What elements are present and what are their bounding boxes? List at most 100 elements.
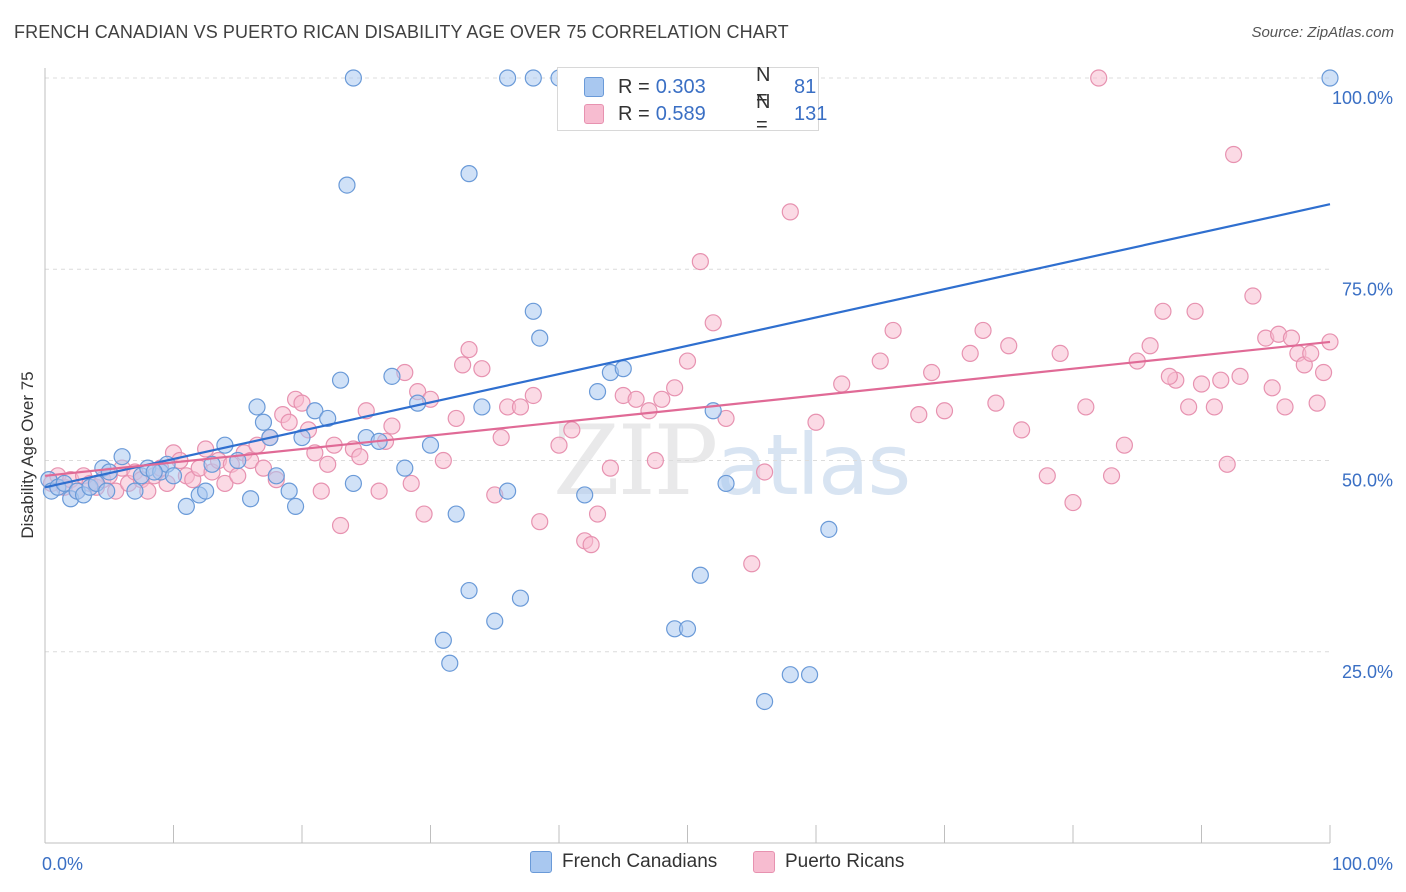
french-canadian-point xyxy=(531,329,549,347)
puerto-rican-point xyxy=(974,321,992,340)
french-canadian-point xyxy=(800,666,819,684)
puerto-rican-point xyxy=(653,390,671,408)
puerto-rican-point xyxy=(197,440,215,458)
n-label: N = xyxy=(756,91,771,136)
puerto-rican-point xyxy=(460,340,478,359)
puerto-rican-point xyxy=(666,379,684,397)
puerto-rican-point xyxy=(1314,363,1333,382)
source-credit: Source: ZipAtlas.com xyxy=(1251,24,1394,41)
r-label: R = xyxy=(618,102,650,125)
french-canadian-point xyxy=(216,436,234,454)
r-label: R = xyxy=(618,75,650,98)
puerto-rican-point xyxy=(910,406,928,424)
puerto-rican-point xyxy=(678,352,697,370)
puerto-rican-point xyxy=(319,455,337,473)
puerto-rican-point xyxy=(229,467,247,485)
puerto-rican-point xyxy=(1012,421,1031,439)
puerto-rican-point xyxy=(492,428,510,447)
french-canadian-point xyxy=(434,631,452,649)
puerto-rican-point xyxy=(454,356,472,374)
stats-legend-row-french-canadians: R = 0.303 N = 81 xyxy=(584,64,816,109)
puerto-rican-point xyxy=(1102,467,1121,485)
puerto-rican-point xyxy=(1302,344,1320,362)
french-canadian-point xyxy=(267,467,285,485)
puerto-rican-point xyxy=(1231,367,1249,385)
puerto-rican-point xyxy=(691,253,709,271)
puerto-rican-point xyxy=(640,402,658,420)
n-value: 131 xyxy=(794,102,828,125)
french-canadian-point xyxy=(177,497,195,515)
puerto-rican-point xyxy=(1051,344,1069,362)
french-canadian-point xyxy=(319,409,337,428)
puerto-rican-point xyxy=(755,463,774,481)
y-tick-label: 100.0% xyxy=(1332,88,1393,108)
puerto-rican-point xyxy=(550,436,568,454)
puerto-rican-point xyxy=(1160,367,1178,385)
french-canadian-point xyxy=(338,176,356,194)
french-canadian-point xyxy=(499,69,517,87)
puerto-rican-point xyxy=(884,321,902,340)
chart-title: FRENCH CANADIAN VS PUERTO RICAN DISABILI… xyxy=(14,22,789,42)
puerto-rican-point xyxy=(280,413,298,431)
french-canadian-point xyxy=(98,482,116,500)
french-canadian-point xyxy=(524,302,542,320)
french-canadian-point xyxy=(576,486,594,504)
puerto-rican-point xyxy=(1090,69,1108,87)
r-value: 0.303 xyxy=(655,75,706,98)
french-canadian-point xyxy=(197,482,215,500)
puerto-rican-point xyxy=(331,516,350,535)
french-canadian-point xyxy=(203,455,221,473)
legend-item-puerto-ricans: Puerto Ricans xyxy=(753,851,904,873)
r-value: 0.589 xyxy=(655,102,706,125)
puerto-rican-point xyxy=(588,505,607,523)
french-canadian-point xyxy=(588,383,607,401)
legend-swatch-blue xyxy=(530,851,552,873)
x-tick-label: 0.0% xyxy=(42,854,83,874)
y-tick-label: 50.0% xyxy=(1342,471,1393,491)
french-canadian-point xyxy=(614,360,632,378)
puerto-rican-point xyxy=(447,409,465,428)
french-canadian-point xyxy=(421,436,440,454)
puerto-rican-trend-line xyxy=(44,340,1331,477)
french-canadian-point xyxy=(254,413,273,431)
french-canadian-point xyxy=(344,474,362,493)
stats-legend: R = 0.303 N = 81 R = 0.589 N = 131 xyxy=(557,64,827,136)
puerto-rican-point xyxy=(781,203,799,221)
puerto-rican-point xyxy=(833,375,851,393)
french-canadian-trend-line xyxy=(44,203,1331,489)
puerto-rican-point xyxy=(531,513,549,531)
french-canadian-point xyxy=(524,69,542,87)
puerto-rican-point xyxy=(961,344,979,362)
french-canadian-point xyxy=(248,398,266,416)
puerto-rican-point xyxy=(807,413,825,431)
french-canadian-point xyxy=(486,612,504,630)
puerto-rican-point xyxy=(563,421,581,439)
french-canadian-point xyxy=(678,620,697,638)
french-canadian-point xyxy=(717,474,735,493)
puerto-rican-point xyxy=(1282,329,1301,347)
puerto-rican-point xyxy=(312,482,330,500)
puerto-rican-point xyxy=(1186,302,1204,320)
puerto-rican-point xyxy=(1225,145,1243,164)
french-canadian-point xyxy=(473,398,491,416)
puerto-rican-point xyxy=(1205,398,1223,416)
puerto-rican-point xyxy=(1244,287,1262,305)
french-canadian-point xyxy=(286,497,305,515)
puerto-rican-point xyxy=(1218,455,1236,473)
french-canadian-point xyxy=(1321,69,1339,87)
french-canadian-point xyxy=(242,490,260,508)
puerto-rican-point xyxy=(254,459,273,477)
puerto-rican-point xyxy=(402,474,420,493)
puerto-rican-point xyxy=(1276,398,1294,416)
puerto-rican-point xyxy=(1180,398,1198,416)
puerto-rican-point xyxy=(1263,379,1281,397)
puerto-rican-point xyxy=(293,394,311,412)
puerto-rican-point xyxy=(1192,375,1211,393)
french-canadian-point xyxy=(781,666,799,684)
puerto-rican-point xyxy=(743,555,761,573)
puerto-rican-point xyxy=(601,459,620,477)
puerto-rican-point xyxy=(383,417,401,435)
puerto-rican-point xyxy=(434,451,452,470)
french-canadian-point xyxy=(755,692,774,711)
